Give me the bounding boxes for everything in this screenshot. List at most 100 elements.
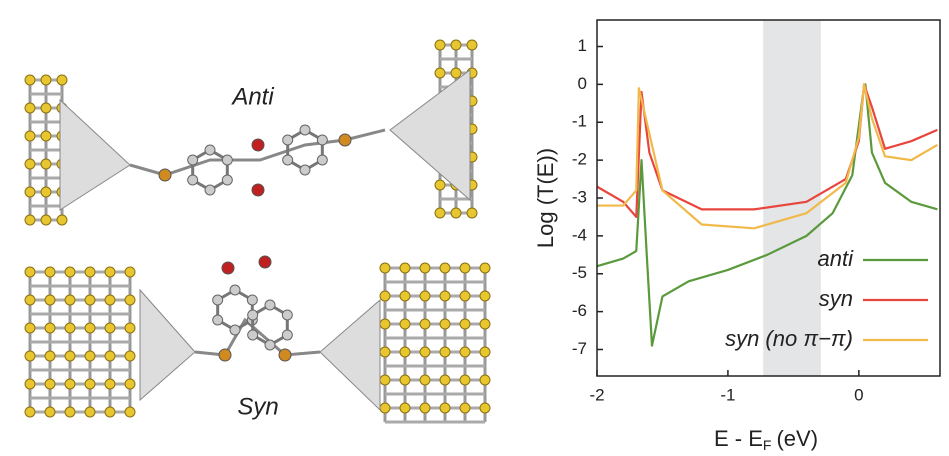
atom-au: [420, 375, 430, 385]
atom-c: [282, 310, 292, 320]
atom-au: [85, 379, 95, 389]
y-tick-label: -5: [572, 263, 587, 282]
x-axis-label: E - EF(eV): [714, 426, 818, 453]
atom-au: [420, 319, 430, 329]
atom-au: [480, 319, 490, 329]
atom-au: [105, 267, 115, 277]
atom-au: [480, 375, 490, 385]
x-tick-label: 0: [854, 385, 863, 404]
x-label-main: E - E: [714, 426, 763, 451]
atom-au: [45, 351, 55, 361]
atom-au: [420, 347, 430, 357]
panel-label: Anti: [230, 83, 274, 110]
x-tick-label: -2: [589, 385, 604, 404]
atom-au: [41, 103, 51, 113]
atom: [159, 169, 171, 181]
atom-au: [440, 403, 450, 413]
atom-c: [265, 340, 275, 350]
atom-au: [460, 319, 470, 329]
atom-c: [247, 295, 257, 305]
atom-au: [41, 131, 51, 141]
atom-au: [41, 187, 51, 197]
atom-au: [25, 379, 35, 389]
ring: [253, 305, 288, 345]
y-tick-label: -1: [572, 112, 587, 131]
atom-c: [317, 135, 327, 145]
atom-au: [25, 187, 35, 197]
atom-au: [435, 68, 445, 78]
tip: [140, 290, 195, 400]
atom-au: [440, 347, 450, 357]
tip: [60, 100, 130, 210]
atom-c: [222, 155, 232, 165]
atom-c: [317, 155, 327, 165]
y-tick-label: -7: [572, 339, 587, 358]
panel-label: Syn: [237, 393, 278, 420]
atom-au: [125, 351, 135, 361]
atom-au: [85, 323, 95, 333]
atom-au: [440, 319, 450, 329]
atom-au: [65, 379, 75, 389]
atom-c: [213, 315, 223, 325]
atom-au: [25, 407, 35, 417]
atom-au: [65, 323, 75, 333]
atom-au: [25, 159, 35, 169]
atom-au: [45, 295, 55, 305]
atom-c: [213, 295, 223, 305]
atom-au: [480, 263, 490, 273]
atom-au: [25, 323, 35, 333]
atom-au: [380, 319, 390, 329]
atom-au: [41, 215, 51, 225]
y-axis-label: Log (T(E)): [533, 148, 558, 248]
atom-au: [400, 375, 410, 385]
atom-c: [300, 125, 310, 135]
atom-au: [25, 267, 35, 277]
atom-au: [460, 375, 470, 385]
atom-au: [25, 103, 35, 113]
atom-au: [105, 379, 115, 389]
legend-label: anti: [818, 246, 855, 271]
atom-au: [420, 291, 430, 301]
atom-au: [125, 323, 135, 333]
y-tick-label: -3: [572, 187, 587, 206]
atom-au: [380, 347, 390, 357]
atom-au: [435, 180, 445, 190]
atom-au: [467, 40, 477, 50]
atom-au: [65, 351, 75, 361]
atom: [339, 134, 351, 146]
atom-au: [380, 403, 390, 413]
atom-au: [380, 263, 390, 273]
atom-au: [435, 40, 445, 50]
atom: [279, 349, 291, 361]
tip: [390, 70, 470, 200]
atom-au: [105, 323, 115, 333]
atom-au: [25, 75, 35, 85]
legend-label: syn (no π−π): [725, 326, 853, 351]
atom-au: [400, 291, 410, 301]
x-label-sub: F: [763, 437, 772, 453]
atom-au: [440, 375, 450, 385]
atom-au: [451, 208, 461, 218]
atom-au: [45, 379, 55, 389]
atom-au: [25, 351, 35, 361]
ring: [218, 290, 253, 330]
atom: [219, 349, 231, 361]
atom-au: [125, 267, 135, 277]
atom-au: [65, 267, 75, 277]
atom-au: [400, 319, 410, 329]
tip: [320, 300, 380, 410]
atom-au: [420, 263, 430, 273]
atom-au: [25, 215, 35, 225]
atom-c: [188, 155, 198, 165]
atom-au: [57, 75, 67, 85]
ring: [193, 150, 228, 190]
atom-au: [65, 407, 75, 417]
atom-au: [41, 159, 51, 169]
figure: Anti Syn Log (T(E)) E - EF(eV) 10-1-2-3-…: [0, 0, 949, 456]
y-tick-label: -6: [572, 301, 587, 320]
y-tick-label: -4: [572, 225, 587, 244]
legend-label: syn: [819, 286, 853, 311]
atom-au: [380, 291, 390, 301]
atom-au: [467, 208, 477, 218]
x-label-unit: (eV): [776, 426, 818, 451]
